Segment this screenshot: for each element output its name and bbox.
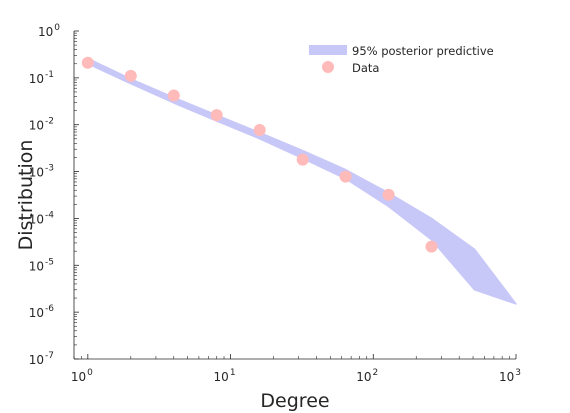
y-tick-label: 10-2 [29, 117, 54, 133]
data-point [425, 240, 438, 253]
axes [73, 31, 516, 360]
data-point [167, 89, 180, 102]
y-tick-label: 10-6 [29, 304, 55, 320]
y-tick-exponent: -1 [45, 70, 54, 80]
posterior-band-layer [87, 57, 517, 305]
data-point [339, 170, 352, 183]
y-tick-exponent: 0 [54, 23, 60, 33]
x-tick-exponent: 0 [87, 368, 93, 378]
y-tick-label: 10-5 [29, 257, 54, 273]
y-axis-label: Distribution [15, 140, 37, 251]
x-tick-exponent: 3 [515, 368, 521, 378]
data-points-layer [81, 56, 438, 253]
x-tick-label: 101 [214, 368, 236, 384]
y-tick-label: 100 [38, 23, 60, 39]
x-axis-label: Degree [260, 390, 329, 412]
plot-area-background [74, 31, 516, 359]
data-point [253, 124, 266, 136]
data-point [210, 109, 223, 122]
y-tick-exponent: -3 [45, 164, 54, 174]
x-tick-label: 103 [499, 368, 521, 384]
y-tick-label: 10-1 [29, 70, 54, 86]
legend-data-marker [322, 61, 334, 73]
y-tick-exponent: -7 [45, 351, 54, 361]
legend-entry-band: 95% posterior predictive [352, 44, 494, 58]
x-tick-label: 100 [71, 368, 93, 384]
data-point [382, 188, 395, 201]
x-tick-label: 102 [356, 368, 378, 384]
x-tick-exponent: 2 [373, 368, 379, 378]
legend-band-swatch [309, 45, 347, 55]
y-tick-label: 10-7 [29, 351, 54, 367]
y-tick-exponent: -6 [45, 304, 54, 314]
posterior-predictive-band [87, 57, 517, 305]
data-point [81, 56, 94, 69]
legend: 95% posterior predictive Data [309, 44, 494, 75]
data-point [124, 69, 137, 82]
y-tick-exponent: -4 [45, 210, 54, 220]
legend-entry-data: Data [352, 61, 379, 75]
data-point [296, 153, 309, 166]
y-tick-exponent: -2 [45, 117, 54, 127]
y-tick-exponent: -5 [45, 257, 54, 267]
x-tick-exponent: 1 [230, 368, 236, 378]
